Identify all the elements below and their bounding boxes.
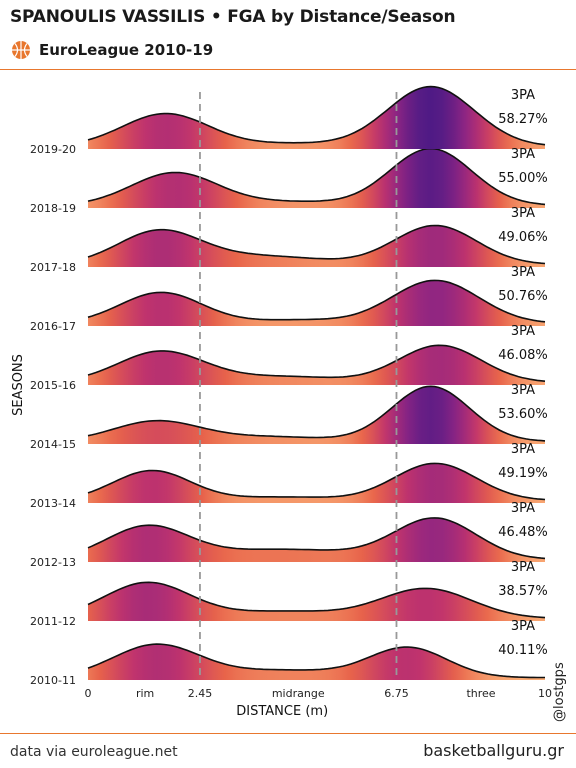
x-tick-rim: rim xyxy=(136,687,154,700)
x-tick-0: 0 xyxy=(85,687,92,700)
season-label-2018-19: 2018-19 xyxy=(30,202,76,215)
ridge-2014-15 xyxy=(88,386,545,444)
annotation-pct-2010-11: 40.11% xyxy=(498,643,548,658)
annotation-pct-2013-14: 49.19% xyxy=(498,466,548,481)
footer-divider xyxy=(0,733,576,734)
data-source: data via euroleague.net xyxy=(10,744,178,760)
chart-subtitle: EuroLeague 2010-19 xyxy=(39,41,214,59)
ridge-outline-2010-11 xyxy=(87,643,545,679)
season-label-2011-12: 2011-12 xyxy=(30,615,76,628)
season-label-2015-16: 2015-16 xyxy=(30,379,76,392)
ridge-outline-2013-14 xyxy=(87,462,546,501)
ridge-outline-2014-15 xyxy=(87,385,546,442)
ridge-2012-13 xyxy=(88,517,545,562)
annotation-3pa-2015-16: 3PA xyxy=(511,324,535,339)
annotation-pct-2011-12: 38.57% xyxy=(498,584,548,599)
annotation-pct-2019-20: 58.27% xyxy=(498,112,548,127)
season-label-2010-11: 2010-11 xyxy=(30,674,76,687)
ridge-2018-19 xyxy=(88,148,545,208)
season-label-2013-14: 2013-14 xyxy=(30,497,76,510)
header-divider xyxy=(0,69,576,70)
ridge-2010-11 xyxy=(88,644,545,680)
subtitle-row: EuroLeague 2010-19 xyxy=(11,38,213,62)
ridge-outline-2016-17 xyxy=(87,279,546,323)
ridge-2017-18 xyxy=(88,225,545,267)
ridge-2019-20 xyxy=(88,86,545,149)
x-axis-label: DISTANCE (m) xyxy=(236,704,328,719)
ridge-2015-16 xyxy=(88,345,545,385)
annotation-pct-2012-13: 46.48% xyxy=(498,525,548,540)
ridge-outline-2011-12 xyxy=(87,581,546,619)
season-label-2016-17: 2016-17 xyxy=(30,320,76,333)
ridge-outline-2012-13 xyxy=(87,517,546,560)
annotation-3pa-2017-18: 3PA xyxy=(511,206,535,221)
annotation-3pa-2011-12: 3PA xyxy=(511,560,535,575)
x-tick-midrange: midrange xyxy=(272,687,325,700)
ridge-2013-14 xyxy=(88,463,545,503)
annotation-pct-2018-19: 55.00% xyxy=(498,171,548,186)
season-label-2019-20: 2019-20 xyxy=(30,143,76,156)
season-label-2014-15: 2014-15 xyxy=(30,438,76,451)
x-tick-2.45: 2.45 xyxy=(188,687,213,700)
ridgeline-chart: 2010-11 3PA 40.11% 2011-12 3PA 38.57% 2012-13 3… xyxy=(11,85,552,719)
ridge-2016-17 xyxy=(88,280,545,326)
annotation-pct-2017-18: 49.06% xyxy=(498,230,548,245)
season-label-2012-13: 2012-13 xyxy=(30,556,76,569)
euroleague-basketball-icon xyxy=(12,41,30,59)
x-tick-10: 10 xyxy=(538,687,552,700)
chart-title: SPANOULIS VASSILIS • FGA by Distance/Sea… xyxy=(10,7,456,27)
annotation-3pa-2019-20: 3PA xyxy=(511,88,535,103)
x-tick-6.75: 6.75 xyxy=(384,687,409,700)
annotation-3pa-2014-15: 3PA xyxy=(511,383,535,398)
annotation-3pa-2012-13: 3PA xyxy=(511,501,535,516)
annotation-3pa-2013-14: 3PA xyxy=(511,442,535,457)
author-handle: @lostgps xyxy=(552,662,567,722)
annotation-pct-2015-16: 46.08% xyxy=(498,348,548,363)
season-label-2017-18: 2017-18 xyxy=(30,261,76,274)
site-credit: basketballguru.gr xyxy=(423,741,564,760)
ridge-outline-2019-20 xyxy=(87,85,546,146)
ridge-outline-2018-19 xyxy=(87,147,546,206)
annotation-pct-2014-15: 53.60% xyxy=(498,407,548,422)
ridge-outline-2017-18 xyxy=(87,224,546,265)
annotation-3pa-2016-17: 3PA xyxy=(511,265,535,280)
annotation-3pa-2018-19: 3PA xyxy=(511,147,535,162)
annotation-pct-2016-17: 50.76% xyxy=(498,289,548,304)
ridge-2011-12 xyxy=(88,582,545,621)
y-axis-label: SEASONS xyxy=(11,354,26,416)
x-tick-three: three xyxy=(466,687,495,700)
annotation-3pa-2010-11: 3PA xyxy=(511,619,535,634)
ridge-outline-2015-16 xyxy=(87,344,546,382)
